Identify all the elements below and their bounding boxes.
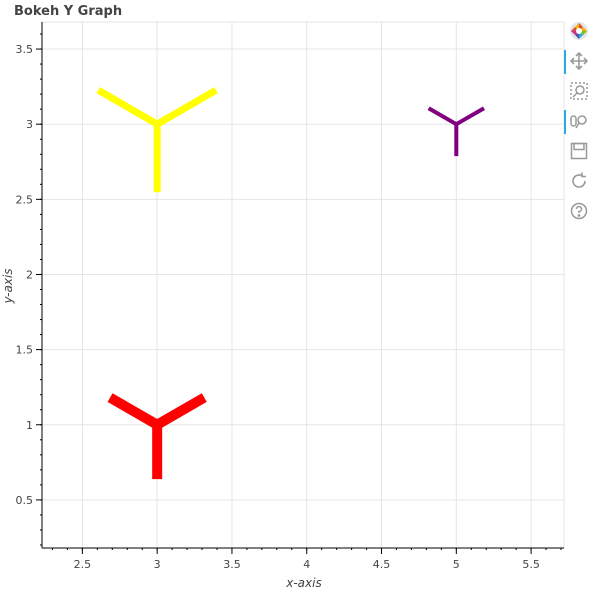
- y-tick-label: 0.5: [16, 494, 34, 507]
- x-tick-label: 3: [154, 558, 161, 571]
- y-tick-label: 1.5: [16, 344, 34, 357]
- y-tick-label: 2: [26, 268, 33, 281]
- x-tick-label: 4.5: [373, 558, 391, 571]
- y-marker-shape: [107, 393, 207, 480]
- y-marker: [427, 106, 485, 157]
- y-marker-shape: [427, 106, 485, 157]
- y-tick-label: 1: [26, 419, 33, 432]
- y-marker: [107, 393, 207, 480]
- y-axis-label: y-axis: [1, 268, 15, 304]
- reset-tool-icon[interactable]: [566, 168, 592, 194]
- chart-title: Bokeh Y Graph: [14, 4, 122, 19]
- x-tick-label: 5.5: [522, 558, 540, 571]
- x-axis-label: x-axis: [285, 576, 321, 590]
- x-tick-label: 5: [453, 558, 460, 571]
- y-tick-label: 2.5: [16, 193, 34, 206]
- wheel-zoom-tool-icon[interactable]: [564, 108, 592, 134]
- save-tool-icon[interactable]: [566, 138, 592, 164]
- pan-tool-icon[interactable]: [564, 48, 592, 74]
- y-tick-label: 3: [26, 118, 33, 131]
- x-tick-label: 3.5: [223, 558, 241, 571]
- x-tick-label: 4: [303, 558, 310, 571]
- plot-markers: [96, 87, 485, 480]
- help-tool-icon[interactable]: [566, 198, 592, 224]
- toolbar: [564, 18, 592, 228]
- bokeh-logo-icon: [566, 18, 592, 44]
- grid-lines: [41, 21, 565, 549]
- y-tick-label: 3.5: [16, 43, 34, 56]
- y-marker-shape: [96, 87, 218, 193]
- box-zoom-tool-icon[interactable]: [566, 78, 592, 104]
- axes: 2.5 3 3.5 4 4.5 5 5.5 0.5 1 1.5 2 2.5 3 3.5: [16, 22, 564, 571]
- x-tick-label: 2.5: [74, 558, 92, 571]
- y-marker: [96, 87, 218, 193]
